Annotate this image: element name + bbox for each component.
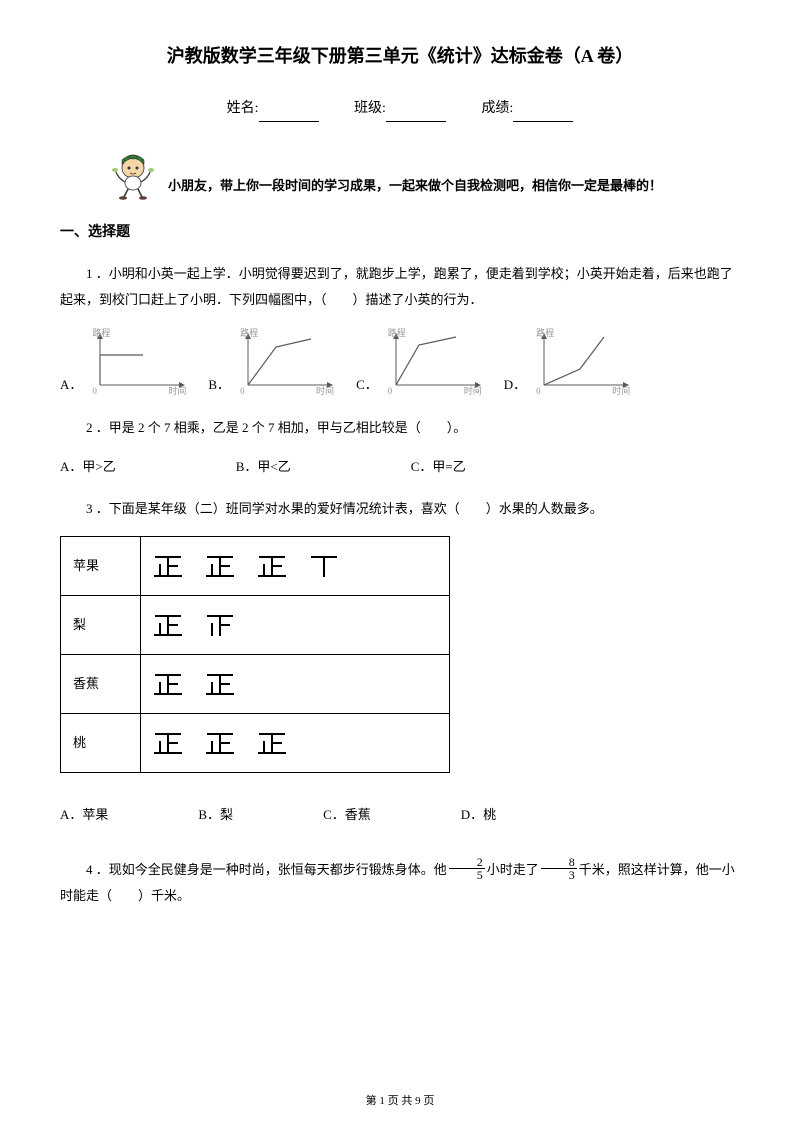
question-4: 4 ．现如今全民健身是一种时尚，张恒每天都步行锻炼身体。他25小时走了83千米，… (60, 857, 740, 910)
class-label: 班级: (354, 101, 386, 116)
q1-graph-a: 路程 时间 0 (88, 327, 188, 397)
tally-row: 梨 (61, 596, 450, 655)
tally-row: 苹果 (61, 537, 450, 596)
graph-d-ylabel: 路程 (536, 325, 554, 341)
q4-mid: 小时走了 (487, 862, 539, 877)
tally-row-marks (141, 596, 450, 655)
q1-opt-d-label: D． (504, 373, 526, 396)
graph-a-origin: 0 (92, 383, 97, 399)
q3-options: A．苹果 B．梨 C．香蕉 D．桃 (60, 803, 740, 826)
section-1-heading: 一、选择题 (60, 220, 740, 245)
tally-row-marks (141, 714, 450, 773)
q4-frac1: 25 (449, 856, 485, 881)
tally-row: 桃 (61, 714, 450, 773)
q2-opt-a: A．甲>乙 (60, 455, 116, 478)
class-blank[interactable] (386, 108, 446, 122)
graph-b-ylabel: 路程 (240, 325, 258, 341)
tally-row-marks (141, 655, 450, 714)
motto-text: 小朋友，带上你一段时间的学习成果，一起来做个自我检测吧，相信你一定是最棒的！ (168, 174, 662, 199)
tally-table: 苹果梨香蕉桃 (60, 536, 450, 773)
mascot-icon (110, 150, 156, 200)
q1-opt-a: A． 路程 时间 0 (60, 327, 188, 397)
tally-row-label: 香蕉 (61, 655, 141, 714)
q1-opt-b: B． 路程 时间 0 (208, 327, 336, 397)
q2-opt-b: B．甲<乙 (236, 455, 291, 478)
score-field: 成绩: (481, 96, 573, 121)
name-label: 姓名: (227, 101, 259, 116)
q1-opt-c-label: C． (356, 373, 378, 396)
name-field: 姓名: (227, 96, 319, 121)
q1-opt-c: C． 路程 时间 0 (356, 327, 484, 397)
name-blank[interactable] (259, 108, 319, 122)
question-2: 2 ．甲是 2 个 7 相乘，乙是 2 个 7 相加，甲与乙相比较是（ ）。 (60, 415, 740, 441)
tally-row-marks (141, 537, 450, 596)
q4-pre: 4 ．现如今全民健身是一种时尚，张恒每天都步行锻炼身体。他 (86, 862, 447, 877)
q3-opt-d: D．桃 (461, 803, 496, 826)
q2-options: A．甲>乙 B．甲<乙 C．甲=乙 (60, 455, 740, 478)
class-field: 班级: (354, 96, 446, 121)
q1-graph-b: 路程 时间 0 (236, 327, 336, 397)
tally-row-label: 桃 (61, 714, 141, 773)
motto-row: 小朋友，带上你一段时间的学习成果，一起来做个自我检测吧，相信你一定是最棒的！ (60, 150, 740, 200)
graph-b-origin: 0 (240, 383, 245, 399)
page-footer: 第 1 页 共 9 页 (0, 1092, 800, 1112)
graph-c-origin: 0 (388, 383, 393, 399)
score-blank[interactable] (513, 108, 573, 122)
q4-frac2: 83 (541, 856, 577, 881)
q1-opt-b-label: B． (208, 373, 230, 396)
graph-a-xlabel: 时间 (168, 383, 186, 399)
q4-frac1-den: 5 (449, 869, 485, 881)
graph-d-origin: 0 (536, 383, 541, 399)
tally-row: 香蕉 (61, 655, 450, 714)
question-1: 1 ．小明和小英一起上学．小明觉得要迟到了，就跑步上学，跑累了，便走着到学校；小… (60, 261, 740, 313)
graph-a-ylabel: 路程 (92, 325, 110, 341)
q2-opt-c: C．甲=乙 (411, 455, 466, 478)
q3-opt-a: A．苹果 (60, 803, 108, 826)
q3-opt-c: C．香蕉 (323, 803, 371, 826)
q3-opt-b: B．梨 (198, 803, 233, 826)
q4-frac2-den: 3 (541, 869, 577, 881)
graph-c-ylabel: 路程 (388, 325, 406, 341)
q1-opt-a-label: A． (60, 373, 82, 396)
q1-graph-d: 路程 时间 0 (532, 327, 632, 397)
q1-options: A． 路程 时间 0 B． 路程 时间 0 (60, 327, 740, 397)
score-label: 成绩: (481, 101, 513, 116)
tally-row-label: 苹果 (61, 537, 141, 596)
q1-opt-d: D． 路程 时间 0 (504, 327, 632, 397)
graph-b-xlabel: 时间 (316, 383, 334, 399)
tally-row-label: 梨 (61, 596, 141, 655)
graph-d-xlabel: 时间 (612, 383, 630, 399)
graph-c-xlabel: 时间 (464, 383, 482, 399)
q1-graph-c: 路程 时间 0 (384, 327, 484, 397)
question-3: 3 ．下面是某年级（二）班同学对水果的爱好情况统计表，喜欢（ ）水果的人数最多。 (60, 496, 740, 522)
info-line: 姓名: 班级: 成绩: (60, 96, 740, 121)
page-title: 沪教版数学三年级下册第三单元《统计》达标金卷（A 卷） (60, 40, 740, 72)
